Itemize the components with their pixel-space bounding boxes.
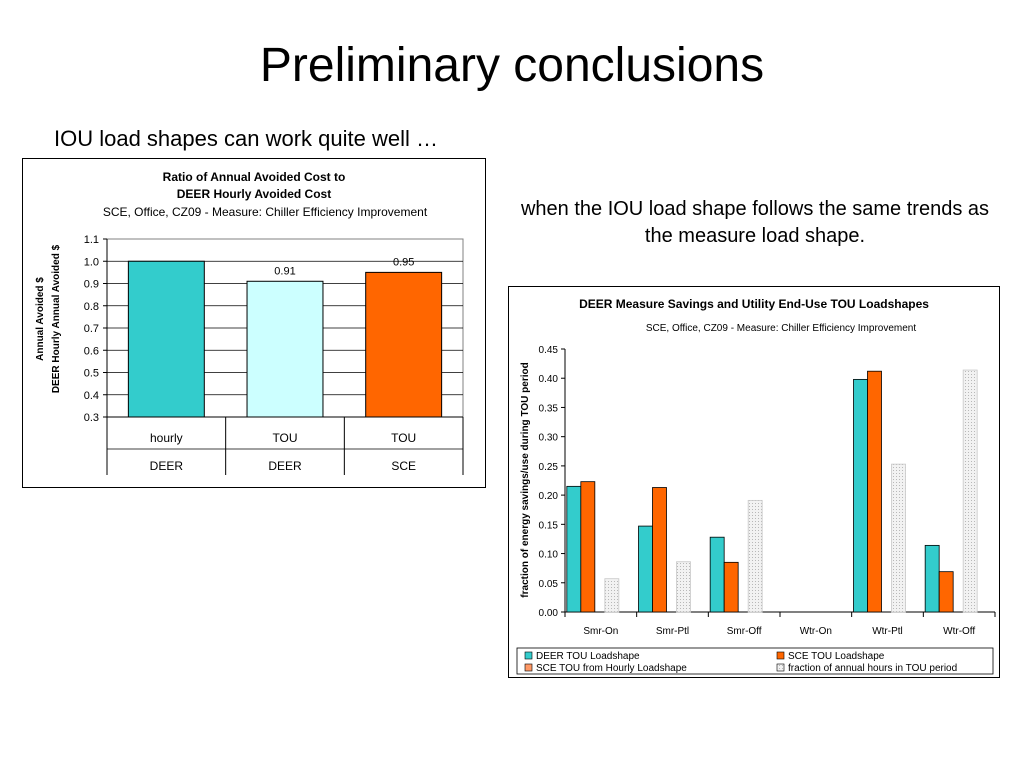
chart1-category-label: hourly xyxy=(150,431,183,445)
chart1-ytick-label: 0.6 xyxy=(84,345,99,357)
chart2-ytick-label: 0.20 xyxy=(539,491,559,502)
chart2-bar xyxy=(638,525,653,613)
chart2-ytick-label: 0.30 xyxy=(539,433,559,444)
chart2-legend-label: SCE TOU Loadshape xyxy=(788,651,885,662)
chart1-category-group-label: DEER xyxy=(268,459,302,473)
chart2-bar xyxy=(604,578,620,613)
chart1-ytick-label: 0.8 xyxy=(84,301,99,313)
chart2-ytick-label: 0.25 xyxy=(539,462,559,473)
chart1-ytick-label: 1.0 xyxy=(84,256,99,268)
chart1-category-label: TOU xyxy=(391,431,416,445)
loadshape-chart: DEER Measure Savings and Utility End-Use… xyxy=(508,286,1000,678)
chart1-category-group-label: DEER xyxy=(150,459,184,473)
chart2-legend-swatch xyxy=(776,663,785,672)
chart2-bar xyxy=(747,499,763,613)
chart2-category-label: Wtr-Off xyxy=(943,626,975,637)
loadshape-chart-svg: DEER Measure Savings and Utility End-Use… xyxy=(516,297,996,675)
chart2-bar xyxy=(676,561,691,613)
chart2-ytick-label: 0.05 xyxy=(539,579,559,590)
ratio-chart: Ratio of Annual Avoided Cost to DEER Hou… xyxy=(22,158,486,488)
chart1-ytick-label: 0.9 xyxy=(84,279,99,291)
slide-note: when the IOU load shape follows the same… xyxy=(520,198,990,247)
chart1-ytick-label: 1.1 xyxy=(84,234,99,246)
chart2-ytick-label: 0.35 xyxy=(539,403,559,414)
chart2-bar xyxy=(924,544,940,613)
chart2-category-label: Smr-Ptl xyxy=(656,626,689,637)
ratio-chart-svg: Ratio of Annual Avoided Cost to DEER Hou… xyxy=(35,170,464,475)
chart2-bar xyxy=(867,370,882,613)
chart1-bar xyxy=(246,280,324,418)
chart2-legend-swatch xyxy=(776,651,785,660)
chart2-category-label: Smr-On xyxy=(583,626,618,637)
chart1-title-line2: DEER Hourly Avoided Cost xyxy=(177,187,331,201)
chart2-category-label: Smr-Off xyxy=(727,626,762,637)
chart1-data-label: 0.95 xyxy=(393,256,414,268)
chart1-ytick-label: 0.5 xyxy=(84,368,99,380)
chart2-category-label: Wtr-On xyxy=(800,626,832,637)
chart2-legend-box xyxy=(516,647,994,675)
chart2-bar xyxy=(652,487,667,613)
chart1-category-group-label: SCE xyxy=(391,459,416,473)
chart1-ytick-label: 0.4 xyxy=(84,390,99,402)
slide-title: Preliminary conclusions xyxy=(259,39,765,92)
chart1-ytick-label: 0.3 xyxy=(84,412,99,424)
chart2-bar xyxy=(566,485,582,613)
chart1-title: Ratio of Annual Avoided Cost to xyxy=(163,170,346,184)
chart2-bar xyxy=(962,369,978,613)
chart2-title: DEER Measure Savings and Utility End-Use… xyxy=(579,297,929,311)
chart2-legend-label: DEER TOU Loadshape xyxy=(536,651,640,662)
chart1-subtitle: SCE, Office, CZ09 - Measure: Chiller Eff… xyxy=(103,205,428,219)
chart1-bar xyxy=(365,271,443,418)
chart1-ylabel: Annual Avoided $ xyxy=(35,277,46,361)
chart2-bar xyxy=(580,481,596,613)
chart2-bar xyxy=(853,378,868,613)
chart2-legend-label: SCE TOU from Hourly Loadshape xyxy=(536,663,687,674)
chart1-bar xyxy=(127,260,205,418)
chart2-bar xyxy=(938,571,954,613)
chart2-legend-swatch xyxy=(524,651,533,660)
chart1-ytick-label: 0.7 xyxy=(84,323,99,335)
chart2-category-label: Wtr-Ptl xyxy=(872,626,903,637)
chart2-legend-swatch xyxy=(524,663,533,672)
chart2-subtitle: SCE, Office, CZ09 - Measure: Chiller Eff… xyxy=(646,323,917,334)
chart2-ytick-label: 0.45 xyxy=(539,345,559,356)
chart1-category-label: TOU xyxy=(272,431,297,445)
chart2-bar xyxy=(709,536,725,613)
chart2-legend-label: fraction of annual hours in TOU period xyxy=(788,663,957,674)
chart2-bar xyxy=(891,463,906,613)
chart2-ytick-label: 0.40 xyxy=(539,374,559,385)
chart2-ytick-label: 0.15 xyxy=(539,520,559,531)
chart1-ylabel-line2: DEER Hourly Annual Avoided $ xyxy=(51,244,62,393)
chart2-ylabel: fraction of energy savings/use during TO… xyxy=(520,362,531,597)
chart2-ytick-label: 0.10 xyxy=(539,550,559,561)
chart2-bar xyxy=(723,561,739,613)
chart1-data-label: 0.91 xyxy=(274,265,295,277)
slide-subtitle: IOU load shapes can work quite well … xyxy=(54,126,438,151)
chart2-ytick-label: 0.00 xyxy=(539,608,559,619)
